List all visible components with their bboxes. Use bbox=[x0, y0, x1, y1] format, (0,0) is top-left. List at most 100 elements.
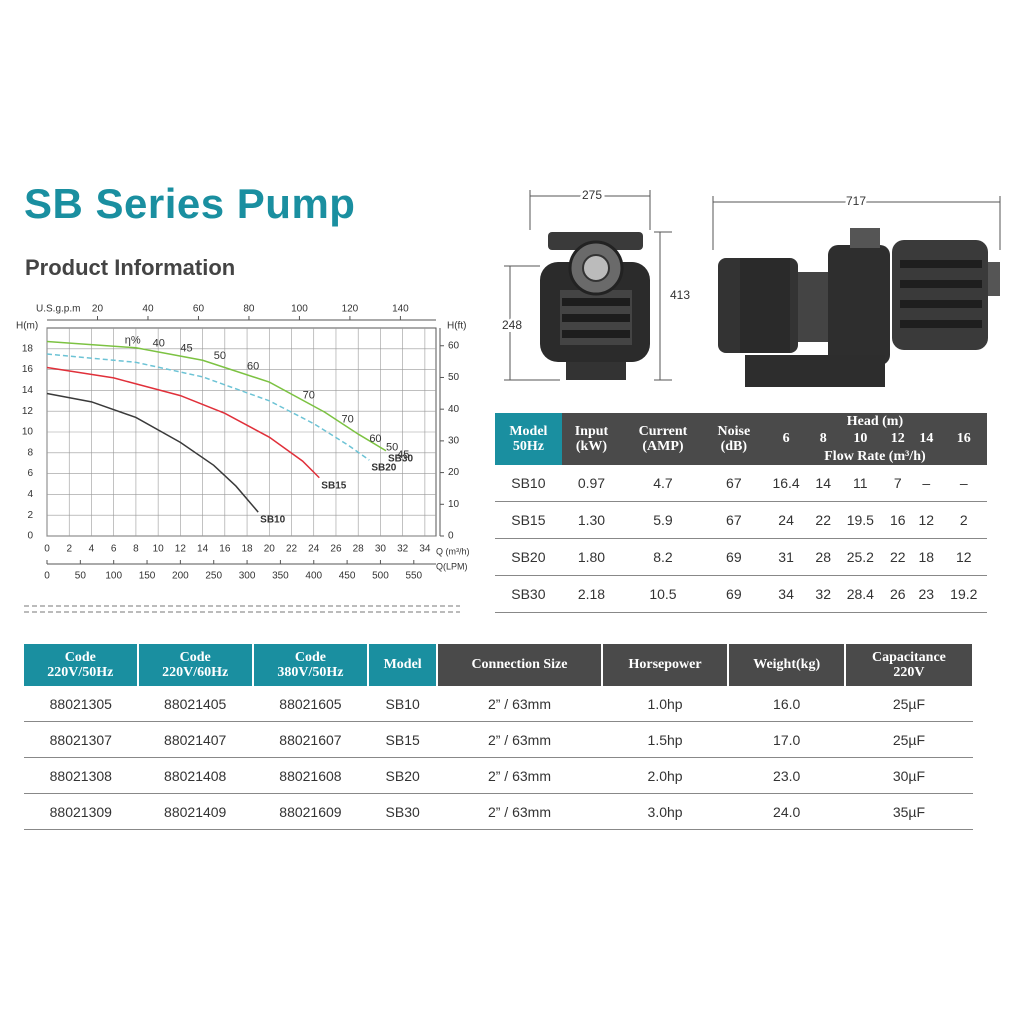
x-tick-label: 12 bbox=[175, 544, 187, 555]
x3-tick-label: 300 bbox=[239, 571, 256, 582]
x2-axis-label: U.S.g.p.m bbox=[36, 304, 80, 315]
cell: 1.30 bbox=[561, 501, 622, 540]
column-header: Horsepower bbox=[601, 644, 730, 686]
cell: 67 bbox=[704, 465, 763, 503]
column-header: Connection Size bbox=[437, 644, 603, 686]
table-row: SB10 0.97 4.7 67 16.4 14 11 7– – bbox=[495, 465, 987, 503]
x3-tick-label: 100 bbox=[105, 571, 122, 582]
y2-tick-label: 30 bbox=[448, 436, 460, 447]
efficiency-label: 45 bbox=[397, 449, 409, 461]
cell: 88021409 bbox=[137, 793, 253, 830]
efficiency-label: 50 bbox=[214, 350, 226, 362]
column-header: Flow Rate (m³/h) bbox=[762, 447, 987, 466]
y-tick-label: 18 bbox=[22, 343, 34, 354]
dimension-label: 413 bbox=[670, 288, 690, 302]
series-label: SB20 bbox=[371, 463, 396, 474]
cell: 2” / 63mm bbox=[437, 793, 602, 830]
cell: 88021407 bbox=[137, 721, 253, 758]
column-header: Capacitance 220V bbox=[844, 644, 975, 686]
x-tick-label: 26 bbox=[330, 544, 342, 555]
x-tick-label: 14 bbox=[197, 544, 209, 555]
efficiency-label: 40 bbox=[153, 338, 165, 350]
x-axis-label: Q (m³/h) bbox=[436, 546, 470, 556]
series-label: SB15 bbox=[321, 480, 346, 491]
x-tick-label: 34 bbox=[419, 544, 431, 555]
cell: SB10 bbox=[495, 465, 562, 503]
series-label: SB30 bbox=[388, 453, 413, 464]
cell: 2” / 63mm bbox=[437, 721, 602, 758]
chart-and-drawings: 275 413 248 717 0 2 4 6 8 10 12 14 16 18 20 22 24 26 2… bbox=[16, 188, 1001, 613]
curve bbox=[46, 366, 320, 479]
cell: 2 bbox=[940, 501, 987, 540]
cell: SB30 bbox=[495, 575, 562, 614]
efficiency-label: 60 bbox=[247, 360, 259, 372]
table-row: 88021305 88021405 88021605 SB10 2” / 63mm 1.0… bbox=[24, 686, 973, 722]
column-header: Noise (dB) bbox=[704, 413, 763, 466]
spec-table: Code 220V/50Hz Code 220V/60Hz Code 380V/50… bbox=[24, 644, 975, 830]
efficiency-label: 70 bbox=[303, 390, 315, 402]
cell: SB20 bbox=[495, 538, 562, 577]
side-dimension-lines bbox=[712, 196, 1001, 250]
header-row: Code 220V/50Hz Code 220V/60Hz Code 380V/50… bbox=[24, 644, 975, 686]
cell: 5.9 bbox=[621, 501, 705, 540]
x2-tick-label: 100 bbox=[291, 304, 308, 315]
x-tick-label: 2 bbox=[66, 544, 72, 555]
x-tick-label: 32 bbox=[397, 544, 409, 555]
x-tick-label: 16 bbox=[219, 544, 231, 555]
curve bbox=[46, 340, 387, 452]
x2-tick-label: 140 bbox=[392, 304, 409, 315]
x3-tick-label: 150 bbox=[139, 571, 156, 582]
table-row: 88021309 88021409 88021609 SB30 2” / 63mm 3.0… bbox=[24, 793, 973, 830]
cell: 19.5 bbox=[837, 501, 884, 540]
efficiency-label: 50 bbox=[386, 442, 398, 454]
header-row: Model 50Hz Input (kW) Current (AMP) Noise (… bbox=[495, 413, 987, 466]
cell: – bbox=[940, 465, 987, 503]
cell: SB20 bbox=[368, 757, 438, 794]
cell: 18 bbox=[912, 538, 941, 577]
x3-tick-label: 250 bbox=[205, 571, 222, 582]
cell: 25µF bbox=[844, 686, 973, 722]
efficiency-label: η% bbox=[125, 334, 141, 346]
y-tick-label: 0 bbox=[27, 531, 33, 542]
dimension-label: 248 bbox=[502, 318, 522, 332]
cell: 69 bbox=[704, 575, 763, 614]
cell: 2.18 bbox=[561, 575, 622, 614]
cell: 88021308 bbox=[24, 757, 138, 794]
y-tick-label: 16 bbox=[22, 364, 34, 375]
cell: 69 bbox=[704, 538, 763, 577]
y-tick-label: 2 bbox=[27, 510, 33, 521]
cell: 1.5hp bbox=[601, 721, 729, 758]
header-row: 6 8 10 12 14 16 bbox=[495, 430, 987, 448]
column-header: Code 220V/60Hz bbox=[137, 644, 254, 686]
cell: 25.2 bbox=[837, 538, 884, 577]
cell: 34 bbox=[762, 575, 810, 614]
front-view-drawing bbox=[540, 232, 650, 380]
cell: 0.97 bbox=[561, 465, 622, 503]
y-tick-label: 12 bbox=[22, 406, 34, 417]
x-tick-label: 6 bbox=[111, 544, 117, 555]
cell: 2” / 63mm bbox=[437, 686, 602, 722]
cell: 88021309 bbox=[24, 793, 138, 830]
cell: 88021408 bbox=[137, 757, 253, 794]
cell: 26 bbox=[883, 575, 913, 614]
cell: 12 bbox=[940, 538, 987, 577]
cell: 88021609 bbox=[252, 793, 369, 830]
cell: 25µF bbox=[844, 721, 973, 758]
cell: 10.5 bbox=[621, 575, 705, 614]
cell: 16.0 bbox=[728, 686, 845, 722]
x3-tick-label: 500 bbox=[372, 571, 389, 582]
cell: SB10 bbox=[368, 686, 438, 722]
cell: 8.2 bbox=[621, 538, 705, 577]
x-tick-label: 4 bbox=[89, 544, 95, 555]
table-row: SB20 1.80 8.2 69 31 28 25.2 22 18 12 bbox=[495, 538, 987, 577]
y2-tick-label: 10 bbox=[448, 499, 460, 510]
cell: SB15 bbox=[368, 721, 438, 758]
cell: 19.2 bbox=[940, 575, 987, 614]
side-view-drawing bbox=[718, 228, 1000, 387]
cell: 31 bbox=[762, 538, 810, 577]
front-dimension-lines bbox=[504, 190, 672, 381]
table-row: 88021307 88021407 88021607 SB15 2” / 63mm 1.5… bbox=[24, 721, 973, 758]
cell: 2” / 63mm bbox=[437, 757, 602, 794]
column-header: Weight(kg) bbox=[728, 644, 846, 686]
x2-tick-label: 40 bbox=[142, 304, 154, 315]
